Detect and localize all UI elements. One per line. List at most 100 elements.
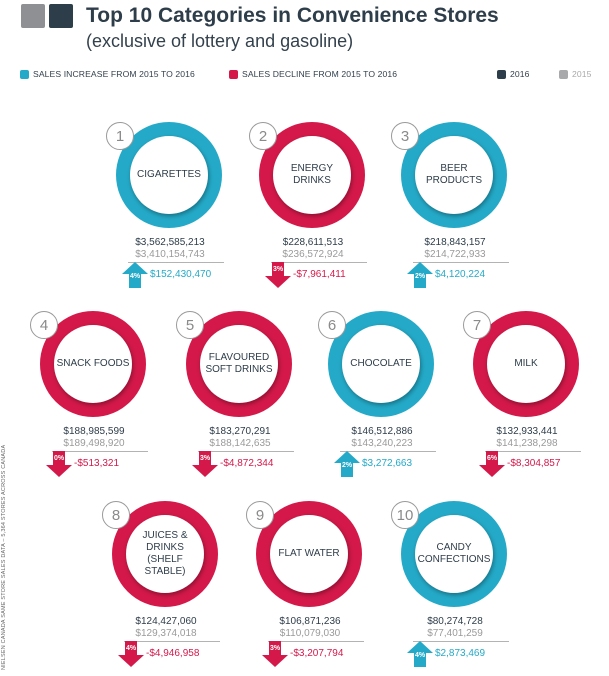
sales-2015: $3,410,154,743 (135, 249, 205, 260)
category-name: FLAVOURED SOFT DRINKS (205, 352, 273, 375)
legend-label-increase: SALES INCREASE FROM 2015 TO 2016 (33, 69, 195, 79)
sales-2015: $189,498,920 (63, 438, 125, 449)
logo-square-dark (49, 4, 73, 28)
sales-2015: $77,401,259 (427, 628, 483, 639)
sales-change: -$513,321 (74, 458, 120, 469)
category-ring: SNACK FOODS (40, 311, 146, 417)
legend-decline: SALES DECLINE FROM 2015 TO 2016 (229, 69, 397, 79)
divider (413, 641, 509, 642)
percent-change: 6% (486, 455, 498, 462)
sales-2015: $188,142,635 (209, 438, 271, 449)
divider (124, 641, 220, 642)
percent-change: 3% (199, 455, 211, 462)
rank-badge: 5 (176, 311, 204, 339)
category-name: ENERGY DRINKS (290, 163, 334, 186)
rank-badge: 4 (30, 311, 58, 339)
rank-badge: 9 (246, 501, 274, 529)
rank-badge: 3 (391, 122, 419, 150)
category-name: JUICES & DRINKS (SHELF STABLE) (142, 530, 188, 577)
category-name: CANDY CONFECTIONS (417, 542, 491, 565)
sales-change: -$3,207,794 (290, 648, 344, 659)
category-circle: ENERGY DRINKS (273, 136, 351, 214)
logo-square-grey (21, 4, 45, 28)
category-circle: CHOCOLATE (342, 325, 420, 403)
category-name: CIGARETTES (137, 169, 201, 180)
legend-2015: 2015 (559, 69, 592, 79)
source-note: NIELSEN CANADA SAME STORE SALES DATA – 5… (1, 444, 7, 670)
arrow-down-icon (192, 451, 218, 477)
category-circle: MILK (487, 325, 565, 403)
percent-change: 2% (414, 273, 426, 280)
arrow-down-icon (265, 262, 291, 288)
rank-badge: 7 (463, 311, 491, 339)
arrow-down-icon (118, 641, 144, 667)
sales-change: -$8,304,857 (507, 458, 561, 469)
sales-2016: $106,871,236 (279, 616, 341, 627)
arrow-down-icon (479, 451, 505, 477)
legend-swatch-2015 (559, 69, 568, 79)
category-ring: CIGARETTES (116, 122, 222, 228)
sales-change: $3,272,663 (362, 458, 413, 469)
legend-swatch-increase (20, 69, 29, 79)
sales-change: -$4,946,958 (146, 648, 200, 659)
rank-badge: 6 (318, 311, 346, 339)
rank-badge: 8 (102, 501, 130, 529)
percent-change: 4% (414, 652, 426, 659)
legend-swatch-2016 (497, 69, 506, 79)
category-name: BEER PRODUCTS (425, 163, 483, 186)
page-title: Top 10 Categories in Convenience Stores (86, 4, 499, 27)
arrow-up-icon (407, 262, 433, 288)
category-circle: BEER PRODUCTS (415, 136, 493, 214)
sales-2015: $110,079,030 (279, 628, 341, 639)
category-ring: ENERGY DRINKS (259, 122, 365, 228)
legend-label-decline: SALES DECLINE FROM 2015 TO 2016 (242, 69, 398, 79)
category-circle: JUICES & DRINKS (SHELF STABLE) (126, 515, 204, 593)
category-name: CHOCOLATE (350, 358, 412, 369)
sales-2016: $188,985,599 (63, 426, 125, 437)
rank-badge: 2 (249, 122, 277, 150)
sales-2016: $146,512,886 (351, 426, 413, 437)
legend-label-2016: 2016 (510, 69, 530, 79)
legend-swatch-decline (229, 69, 238, 79)
sales-2015: $143,240,223 (351, 438, 413, 449)
category-circle: FLAT WATER (270, 515, 348, 593)
category-name: MILK (514, 358, 538, 369)
sales-2016: $183,270,291 (209, 426, 271, 437)
sales-2016: $132,933,441 (496, 426, 558, 437)
sales-2016: $228,611,513 (282, 237, 344, 248)
category-name: FLAT WATER (278, 548, 340, 559)
sales-change: -$4,872,344 (220, 458, 274, 469)
sales-change: $152,430,470 (150, 269, 212, 280)
percent-change: 3% (269, 645, 281, 652)
sales-2016: $3,562,585,213 (135, 237, 205, 248)
page-subtitle: (exclusive of lottery and gasoline) (86, 31, 354, 51)
divider (128, 262, 224, 263)
category-ring: BEER PRODUCTS (401, 122, 507, 228)
sales-2015: $141,238,298 (496, 438, 558, 449)
category-ring: MILK (473, 311, 579, 417)
category-ring: CANDY CONFECTIONS (401, 501, 507, 607)
arrow-up-icon (407, 641, 433, 667)
divider (198, 451, 294, 452)
legend-increase: SALES INCREASE FROM 2015 TO 2016 (20, 69, 195, 79)
legend-2016: 2016 (497, 69, 530, 79)
rank-badge: 1 (106, 122, 134, 150)
sales-2016: $80,274,728 (427, 616, 483, 627)
divider (268, 641, 364, 642)
arrow-down-icon (262, 641, 288, 667)
arrow-down-icon (46, 451, 72, 477)
category-ring: CHOCOLATE (328, 311, 434, 417)
divider (413, 262, 509, 263)
divider (340, 451, 436, 452)
sales-2016: $218,843,157 (424, 237, 486, 248)
percent-change: 4% (129, 273, 141, 280)
category-circle: CIGARETTES (130, 136, 208, 214)
sales-change: $2,873,469 (435, 648, 486, 659)
arrow-up-icon (122, 262, 148, 288)
percent-change: 3% (272, 266, 284, 273)
sales-2015: $214,722,933 (424, 249, 486, 260)
legend-label-2015: 2015 (572, 69, 592, 79)
divider (52, 451, 148, 452)
percent-change: 4% (125, 645, 137, 652)
percent-change: 2% (341, 462, 353, 469)
